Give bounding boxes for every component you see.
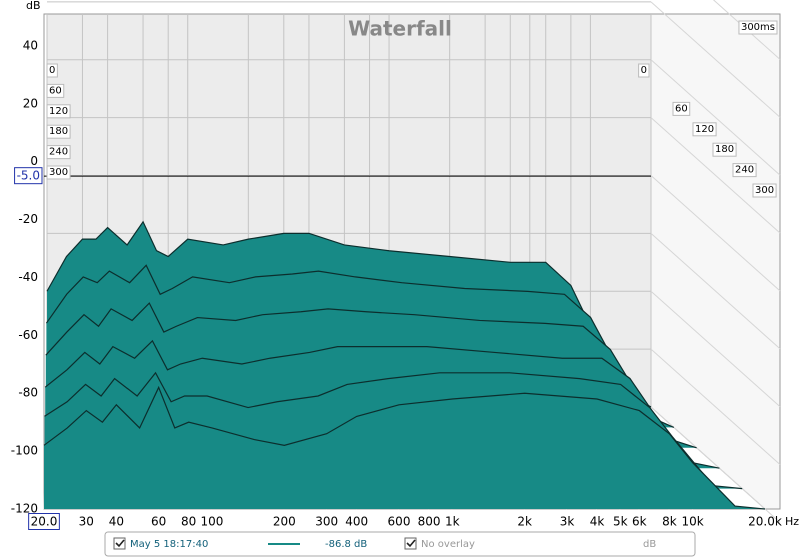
y-cursor-box bbox=[14, 167, 43, 185]
y-tick-label: 40 bbox=[23, 38, 38, 52]
y-tick-label: 0 bbox=[30, 154, 38, 168]
depth-tick-label-right-box bbox=[638, 63, 650, 78]
depth-tick-label-right-box bbox=[752, 183, 777, 198]
x-tick-label: 200 bbox=[273, 515, 296, 529]
x-tick-label: 1k bbox=[445, 515, 460, 529]
legend-value: -86.8 dB bbox=[325, 539, 367, 550]
depth-tick-label-left-box bbox=[46, 145, 71, 160]
slice-line bbox=[44, 371, 743, 490]
legend-unit: dB bbox=[643, 539, 656, 550]
depth-tick-label-left: 0 bbox=[49, 65, 55, 76]
x-tick-label: 2k bbox=[517, 515, 532, 529]
x-cursor-box bbox=[28, 513, 60, 530]
depth-tick-label-right: 180 bbox=[715, 144, 734, 155]
x-tick-label: 20.0k bbox=[748, 515, 782, 529]
depth-tick-label-right: 240 bbox=[735, 165, 754, 176]
x-tick-label: 100 bbox=[201, 515, 224, 529]
side-grid-line bbox=[650, 232, 781, 350]
y-tick-label: -40 bbox=[18, 270, 38, 284]
depth-tick-label-right: 120 bbox=[695, 124, 714, 135]
slice-line bbox=[43, 385, 766, 510]
side-grid-line bbox=[650, 117, 781, 234]
x-tick-label: 20.0 bbox=[31, 515, 58, 529]
slice-line bbox=[45, 302, 697, 449]
x-tick-label: 8k bbox=[662, 515, 677, 529]
side-grid-line bbox=[650, 348, 781, 465]
x-tick-label: 60 bbox=[151, 515, 166, 529]
depth-tick-label-left: 240 bbox=[49, 147, 68, 158]
depth-tick-label-left-box bbox=[46, 104, 71, 119]
x-tick-label: 10k bbox=[682, 515, 704, 529]
checkmark bbox=[406, 539, 416, 548]
side-grid-line bbox=[650, 290, 781, 408]
x-tick-label: 40 bbox=[109, 515, 124, 529]
slice-line bbox=[46, 220, 652, 408]
side-grid-line bbox=[650, 59, 781, 176]
time-span-label-box bbox=[738, 20, 778, 35]
depth-tick-label-left-box bbox=[46, 124, 71, 139]
depth-tick-label-right: 60 bbox=[675, 103, 688, 114]
depth-tick-label-left-box bbox=[46, 63, 58, 78]
depth-tick-label-right-box bbox=[732, 163, 757, 178]
depth-tick-label-right: 0 bbox=[641, 65, 647, 76]
x-tick-label: 30 bbox=[79, 515, 94, 529]
side-grid-line bbox=[712, 0, 781, 60]
y-axis-label: dB bbox=[26, 0, 41, 12]
x-tick-label: 5k bbox=[613, 515, 628, 529]
depth-tick-label-left: 300 bbox=[49, 167, 68, 178]
y-tick-label: -80 bbox=[18, 386, 38, 400]
x-tick-label: 600 bbox=[388, 515, 411, 529]
slice-area bbox=[44, 387, 765, 509]
depth-tick-label-left: 60 bbox=[49, 85, 62, 96]
depth-tick-label-right-box bbox=[672, 101, 691, 116]
legend-overlay: No overlay bbox=[421, 539, 475, 550]
y-tick-label: 20 bbox=[23, 96, 38, 110]
x-tick-label: 3k bbox=[560, 515, 575, 529]
slice-line bbox=[45, 264, 675, 428]
depth-tick-label-left-box bbox=[46, 165, 71, 180]
side-grid-line bbox=[650, 1, 781, 118]
checkbox bbox=[113, 537, 126, 550]
y-tick-label: -100 bbox=[11, 444, 38, 458]
depth-tick-label-right-box bbox=[712, 142, 737, 157]
y-tick-label: -60 bbox=[18, 328, 38, 342]
x-tick-label: 6k bbox=[632, 515, 647, 529]
x-tick-label: 80 bbox=[181, 515, 196, 529]
time-span-label: 300ms bbox=[741, 22, 775, 33]
y-tick-label: -20 bbox=[18, 212, 38, 226]
x-tick-label: 4k bbox=[590, 515, 605, 529]
depth-tick-label-left-box bbox=[46, 83, 65, 98]
side-grid-line bbox=[650, 175, 781, 292]
depth-tick-label-left: 180 bbox=[49, 126, 68, 137]
x-axis-label: Hz bbox=[785, 515, 799, 528]
depth-tick-label-right: 300 bbox=[755, 185, 774, 196]
depth-tick-label-right-box bbox=[692, 122, 717, 137]
legend-bar bbox=[104, 531, 696, 557]
x-tick-label: 400 bbox=[345, 515, 368, 529]
slice-line bbox=[44, 339, 720, 469]
x-tick-label: 300 bbox=[315, 515, 338, 529]
checkbox bbox=[404, 537, 417, 550]
checkmark bbox=[115, 539, 125, 548]
chart-title: Waterfall bbox=[348, 17, 452, 41]
depth-tick-label-left: 120 bbox=[49, 106, 68, 117]
y-cursor-label: -5.0 bbox=[17, 169, 40, 183]
legend-name: May 5 18:17:40 bbox=[130, 539, 208, 550]
x-tick-label: 800 bbox=[418, 515, 441, 529]
y-tick-label: -120 bbox=[11, 502, 38, 516]
